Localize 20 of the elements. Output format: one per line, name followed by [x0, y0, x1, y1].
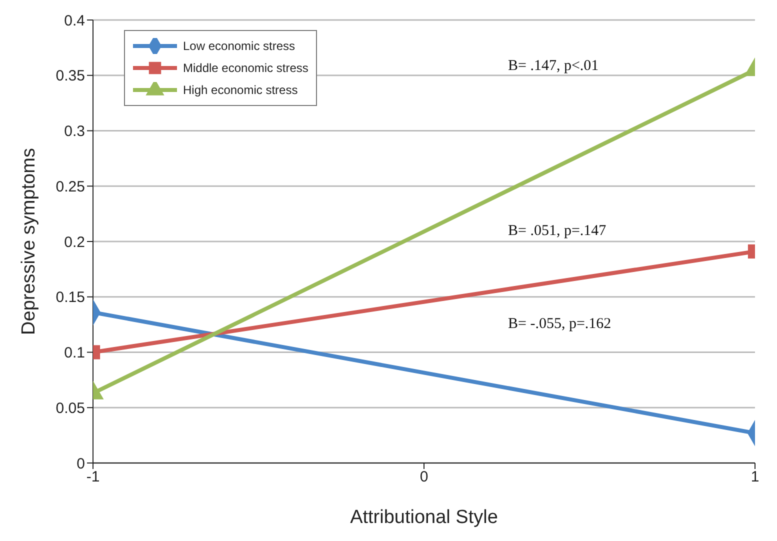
y-tick-label: 0.1 [64, 344, 85, 362]
x-tick-label: 0 [420, 468, 428, 486]
annotation: B= .051, p=.147 [508, 223, 606, 240]
y-tick-label: 0.35 [56, 68, 85, 85]
x-tick-label: -1 [86, 468, 100, 486]
y-tick-label: 0.25 [56, 178, 85, 196]
legend-label: High economic stress [183, 83, 298, 97]
annotation: B= -.055, p=.162 [508, 316, 612, 333]
y-axis-title: Depressive symptoms [18, 148, 40, 335]
legend-label: Middle economic stress [183, 61, 308, 75]
y-tick-label: 0.4 [64, 12, 85, 30]
x-axis-title: Attributional Style [350, 507, 498, 528]
x-tick-label: 1 [750, 468, 760, 486]
legend-label: Low economic stress [183, 39, 296, 53]
y-tick-label: 0.15 [56, 289, 85, 306]
y-tick-label: 0.3 [64, 123, 85, 140]
y-tick-label: 0 [76, 455, 85, 472]
y-tick-label: 0.05 [56, 400, 85, 417]
y-tick-label: 0.2 [64, 234, 85, 251]
annotation: B= .147, p<.01 [508, 58, 599, 75]
